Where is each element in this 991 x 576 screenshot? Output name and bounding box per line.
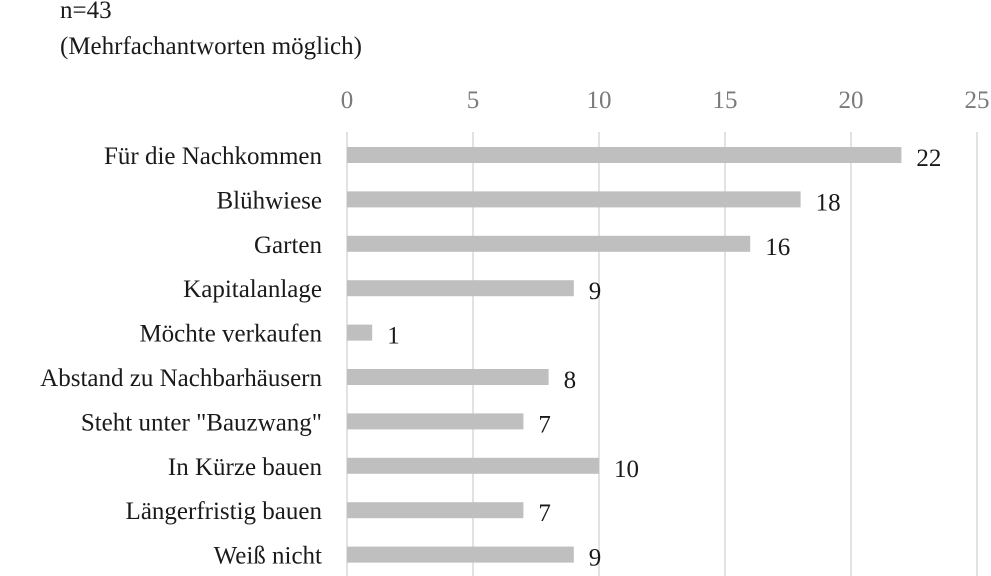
x-tick-label: 25 <box>965 87 990 114</box>
bar <box>347 235 751 252</box>
value-label: 9 <box>589 278 602 305</box>
x-tick-label: 15 <box>713 87 738 114</box>
bar <box>347 546 574 563</box>
category-label: Weiß nicht <box>214 543 322 570</box>
x-axis-ticks: 0 5 10 15 20 25 <box>341 87 990 114</box>
bar <box>347 191 801 208</box>
category-label: Garten <box>254 232 323 259</box>
value-label: 1 <box>387 323 400 350</box>
category-label: Abstand zu Nachbarhäusern <box>40 365 322 392</box>
bar <box>347 413 524 430</box>
category-label: Steht unter "Bauzwang" <box>81 409 322 436</box>
category-label: Möchte verkaufen <box>139 321 322 348</box>
bar <box>347 502 524 519</box>
bar <box>347 457 599 474</box>
x-tick-label: 0 <box>341 87 354 114</box>
bar <box>347 369 549 385</box>
category-label: Für die Nachkommen <box>104 143 323 170</box>
category-labels: Für die Nachkommen Blühwiese Garten Kapital… <box>40 143 322 570</box>
category-label: Längerfristig bauen <box>126 498 323 525</box>
value-label: 22 <box>916 145 941 172</box>
x-tick-label: 10 <box>587 87 612 114</box>
gridlines <box>346 132 978 576</box>
category-label: Kapitalanlage <box>183 276 322 303</box>
sample-size-note: n=43 <box>60 0 112 24</box>
category-label: Blühwiese <box>216 187 322 214</box>
value-label: 10 <box>614 456 639 483</box>
value-label: 18 <box>816 189 841 216</box>
category-label: In Kürze bauen <box>168 454 323 481</box>
bar <box>347 324 373 341</box>
value-label: 9 <box>589 545 602 572</box>
value-label: 16 <box>765 234 790 261</box>
bars <box>347 147 902 563</box>
bar <box>347 280 574 297</box>
multiple-answers-note: (Mehrfachantworten möglich) <box>60 33 362 60</box>
x-tick-label: 20 <box>839 87 864 114</box>
bar <box>347 147 902 163</box>
x-tick-label: 5 <box>467 87 480 114</box>
value-label: 8 <box>564 367 577 394</box>
value-label: 7 <box>538 411 551 438</box>
value-label: 7 <box>538 500 551 527</box>
